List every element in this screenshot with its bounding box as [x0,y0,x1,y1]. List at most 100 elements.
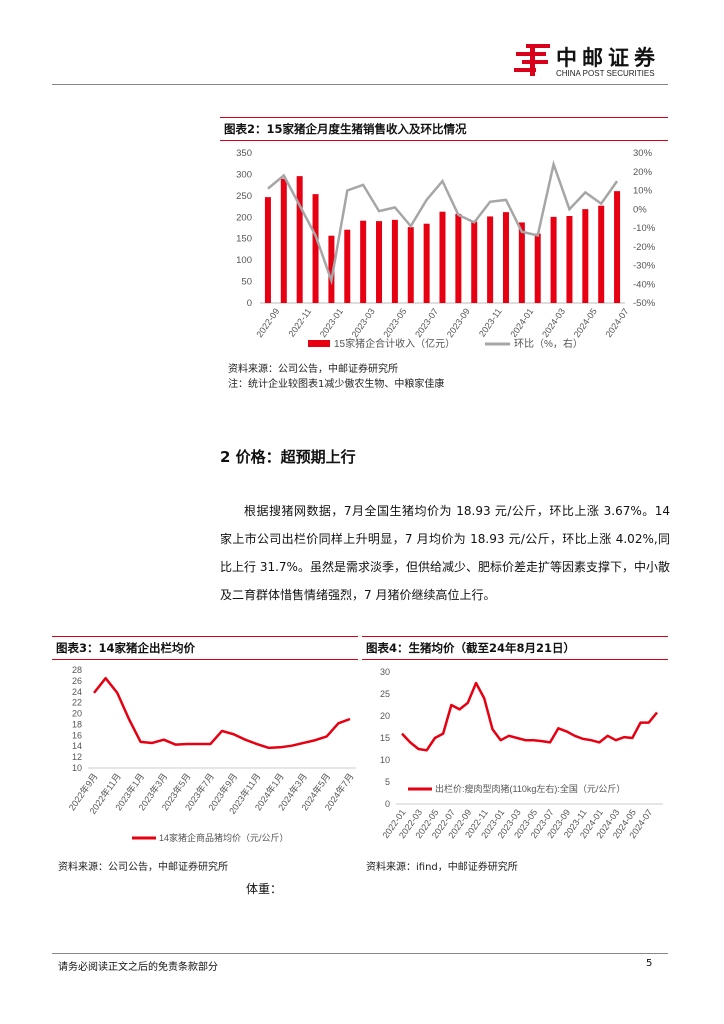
bar [391,219,398,303]
y-tick-label: 16 [72,730,82,740]
bar [455,213,462,303]
y-tick-label: 25 [380,689,390,699]
chart2-figure: 图表2：15家猪企月度生猪销售收入及环比情况 0 50 100 150 200 250 30… [220,117,668,365]
x-tick-label: 2024-05 [572,306,599,339]
x-tick-label: 2023-05 [381,306,408,339]
y-tick-label: 28 [72,665,82,675]
x-tick-label: 2023-07 [413,306,440,339]
y-tick-label: 26 [72,676,82,686]
chart2-source: 资料来源：公司公告，中邮证券研究所 [228,364,398,375]
bar [502,212,509,303]
bar [471,221,478,303]
y-tick-label: 24 [72,687,82,697]
y-tick-label: 50 [241,277,252,288]
bar [407,227,414,303]
y2-tick-label: -10% [633,223,656,234]
y-tick-label: 100 [236,255,252,266]
chart2-title: 图表2：15家猪企月度生猪销售收入及环比情况 [220,118,668,141]
bar [344,229,351,303]
x-tick-label: 2023-11 [477,306,504,338]
y-tick-label: 200 [236,212,252,223]
y2-tick-label: 10% [633,186,653,197]
footer-disclaimer: 请务必阅读正文之后的免责条款部分 [58,962,218,973]
page-number: 5 [646,958,653,969]
x-tick-label: 2023-09 [445,306,472,339]
header-divider [52,84,668,85]
legend-label: 环比（%，右） [514,337,583,350]
section-heading: 2 价格：超预期上行 [220,448,356,466]
bar [423,223,430,303]
y-tick-label: 22 [72,698,82,708]
y-tick-label: 12 [72,752,82,762]
bar [582,209,589,303]
china-post-securities-logo: 中邮证券 CHINA POST SECURITIES [512,42,672,82]
y-tick-label: 0 [247,298,252,309]
bar [360,220,367,303]
y-tick-label: 300 [236,169,252,180]
logo-mark-icon [514,44,550,76]
bar [598,205,605,303]
bar [376,221,383,303]
y2-tick-label: -30% [633,261,656,272]
trailing-text: 体重： [246,882,283,896]
chart2-svg: 0 50 100 150 200 250 300 350 -50% -40% -30% -20% -10… [236,148,656,350]
section-paragraph: 根据搜猪网数据，7月全国生猪均价为 18.93 元/公斤，环比上涨 3.67%。… [220,504,670,602]
legend-label: 出栏价:瘦肉型肉猪(110kg左右):全国（元/公斤） [435,783,625,794]
x-tick-label: 2022-09 [254,306,281,339]
y-tick-label: 250 [236,191,252,202]
footer-divider [52,953,668,954]
bar [312,194,319,303]
y-tick-label: 0 [385,799,390,809]
price-line [93,676,351,750]
bar [518,222,525,303]
mom-line [267,159,619,286]
chart2-note: 注：统计企业较图表1减少傲农生物、中粮家佳康 [228,379,445,390]
x-tick-label: 2022-11 [286,306,313,338]
x-tick-label: 2023-01 [318,306,345,339]
y2-tick-label: 0% [633,204,647,215]
x-tick-label: 2024-03 [540,306,567,339]
legend-label: 15家猪企合计收入（亿元） [334,337,455,350]
y-tick-label: 10 [72,763,82,773]
x-tick-label: 2024-07 [604,306,631,339]
bar [614,191,621,303]
bar [280,178,287,303]
y2-tick-label: -50% [633,298,656,309]
y-tick-label: 150 [236,234,252,245]
chart3-source: 资料来源：公司公告，中邮证券研究所 [58,862,228,873]
bar [487,216,494,303]
y2-tick-label: 20% [633,167,653,178]
y-tick-label: 10 [380,755,390,765]
bar [550,216,557,303]
y-tick-label: 30 [380,667,390,677]
y-tick-label: 350 [236,148,252,159]
y2-tick-label: 30% [633,148,653,159]
chart3-svg: 101214161820222426282022年9月2022年11月2023年… [66,665,356,843]
y-tick-label: 20 [72,709,82,719]
chart4-source: 资料来源：ifind，中邮证券研究所 [366,862,518,873]
x-tick-label: 2023-03 [350,306,377,339]
chart4-title: 图表4：生猪均价（截至24年8月21日） [362,637,668,660]
bar [566,216,573,303]
chart3-figure: 图表3：14家猪企出栏均价 10 12 14 16 18 20 22 24 26 28 2022年9… [52,636,358,849]
y-tick-label: 5 [385,777,390,787]
price-line [401,681,658,752]
y-tick-label: 14 [72,741,82,751]
y2-tick-label: -40% [633,279,656,290]
y-tick-label: 15 [380,733,390,743]
legend-swatch-bar [308,340,330,347]
chart4-figure: 图表4：生猪均价（截至24年8月21日） 0 5 10 15 20 25 30 2022-01… [362,636,668,849]
bar [328,235,335,303]
y-tick-label: 18 [72,719,82,729]
bar [296,176,303,303]
bar [439,211,446,303]
y2-tick-label: -20% [633,242,656,253]
y-tick-label: 20 [380,711,390,721]
bar [264,197,271,303]
chart3-title: 图表3：14家猪企出栏均价 [52,637,358,660]
chart4-svg: 0510152025302022-012022-032022-052022-07… [380,667,663,840]
bar [534,233,541,303]
legend-label: 14家猪企商品猪均价（元/公斤） [159,832,289,843]
x-tick-label: 2024-01 [508,306,535,339]
